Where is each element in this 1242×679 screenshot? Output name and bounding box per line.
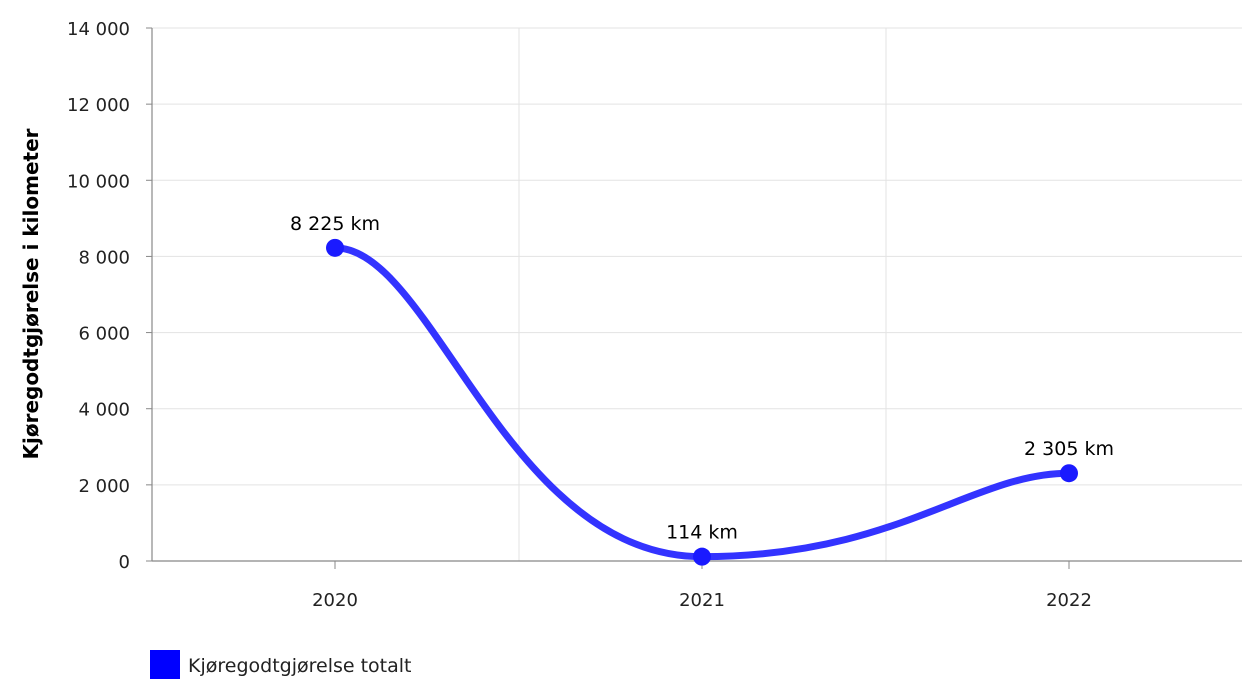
data-point-2022[interactable]: [1060, 464, 1078, 483]
y-axis-ticks: 0 2 000 4 000 6 000 8 000 10 000 12 000 14 000: [67, 19, 152, 573]
data-label-2022: 2 305 km: [1024, 438, 1114, 460]
legend-label: Kjøregodtgjørelse totalt: [188, 655, 412, 677]
axes: [151, 28, 1242, 562]
y-tick-label: 4 000: [78, 400, 130, 421]
data-markers: [326, 238, 1078, 566]
data-label-2020: 8 225 km: [290, 213, 380, 235]
y-tick-label: 8 000: [78, 247, 130, 268]
x-tick-label: 2021: [679, 590, 725, 611]
legend-swatch: [150, 650, 180, 679]
y-tick-label: 14 000: [67, 19, 130, 40]
y-tick-label: 10 000: [67, 171, 130, 192]
y-tick-label: 12 000: [67, 95, 130, 116]
data-labels: 8 225 km 114 km 2 305 km: [290, 213, 1114, 544]
x-tick-label: 2020: [312, 590, 358, 611]
y-tick-label: 6 000: [78, 324, 130, 345]
x-axis-ticks: 2020 2021 2022: [312, 561, 1092, 611]
y-axis-label: Kjøregodtgjørelse i kilometer: [19, 128, 43, 459]
y-tick-label: 2 000: [78, 476, 130, 497]
x-tick-label: 2022: [1046, 590, 1092, 611]
data-point-2021[interactable]: [693, 547, 711, 566]
legend[interactable]: Kjøregodtgjørelse totalt: [150, 650, 412, 679]
data-point-2020[interactable]: [326, 238, 344, 257]
grid-lines: [152, 27, 1242, 561]
data-label-2021: 114 km: [666, 522, 738, 544]
y-tick-label: 0: [119, 552, 130, 573]
series-line: [331, 244, 1073, 561]
